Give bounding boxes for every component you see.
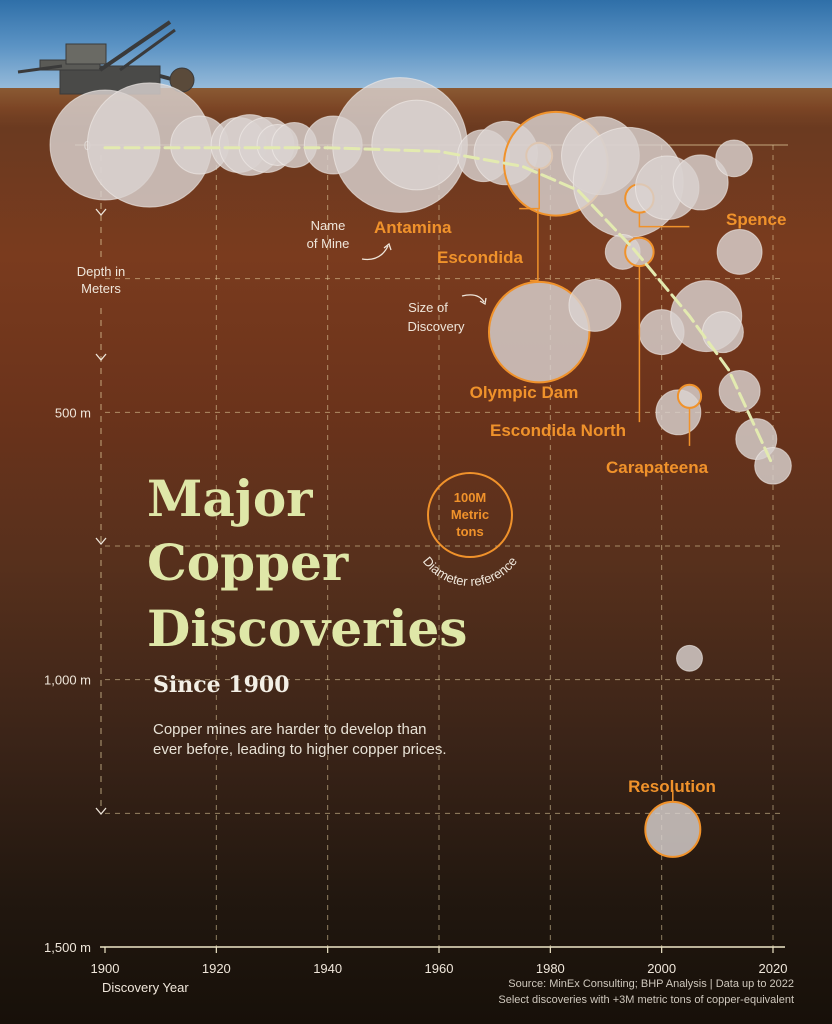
chevron-down-icon [95,537,107,546]
discovery-bubble-29 [718,369,761,412]
mine-label: Resolution [628,777,716,796]
discovery-bubble-22 [624,236,655,268]
title-line-1: Major [147,469,313,528]
y-tick-label: 1,500 m [44,940,91,955]
annotation-arrowhead-icon [383,242,392,251]
discovery-bubble-19 [672,154,729,211]
chevron-down-icon [95,353,107,362]
leader-line [529,209,539,282]
x-tick-label: 1900 [91,961,120,976]
x-tick-label: 1940 [313,961,342,976]
mine-label: Escondida North [490,421,626,440]
source-line-1: Source: MinEx Consulting; BHP Analysis |… [508,978,794,990]
discovery-bubble-28 [701,311,744,354]
mine-label: Carapateena [606,458,709,477]
mine-label: Olympic Dam [470,383,579,402]
annotation-size: Size of Discovery [407,300,465,334]
bubble-layer [49,77,792,858]
trend-line [103,146,775,468]
reference-circle [427,472,513,558]
annotation-mine-name: Name of Mine [307,218,350,251]
x-tick-label: 1980 [536,961,565,976]
discovery-bubble-24 [487,280,591,384]
discovery-bubble-10 [371,99,463,191]
x-tick-label: 2000 [647,961,676,976]
chevron-down-icon [95,807,107,816]
source-line-2: Select discoveries with +3M metric tons … [498,994,794,1006]
reference-value: 100M Metric tons [451,490,489,539]
discovery-bubble-35 [644,800,702,858]
discovery-bubble-25 [568,278,622,332]
title-since: Since 1900 [153,672,290,698]
x-axis-title: Discovery Year [102,980,189,995]
x-tick-label: 1960 [425,961,454,976]
annotation-arrow-icon [361,245,389,261]
mine-label: Antamina [374,218,452,237]
axes: 19001920194019601980200020200500 m1,000 … [44,138,787,976]
mine-labels: Antamina Escondida Spence Escondida North Ol… [374,168,786,802]
subtitle: Copper mines are harder to develop than … [153,721,447,758]
annotation-size-arrowhead-icon [479,297,487,306]
title-line-2: Copper [147,533,349,592]
reference-caption: Diameter reference [420,554,520,589]
chevron-down-icon [95,208,107,217]
discovery-bubble-34 [676,644,703,672]
x-tick-label: 2020 [759,961,788,976]
mine-label: Escondida [437,248,524,267]
y-tick-label: 1,000 m [44,673,91,688]
title-line-3: Discoveries [147,599,468,658]
x-tick-label: 1920 [202,961,231,976]
y-tick-label: 500 m [55,405,91,420]
leader-line [519,168,540,210]
discovery-bubble-33 [754,446,792,485]
discovery-bubble-23 [716,228,763,275]
leader-line [638,212,690,228]
discovery-bubble-20 [715,139,753,178]
annotation-size-arrow-icon [461,294,485,303]
y-axis-title: Depth in Meters [77,264,125,296]
mine-label: Spence [726,210,786,229]
excavator-icon [17,20,195,95]
discovery-bubble-31 [676,383,703,409]
